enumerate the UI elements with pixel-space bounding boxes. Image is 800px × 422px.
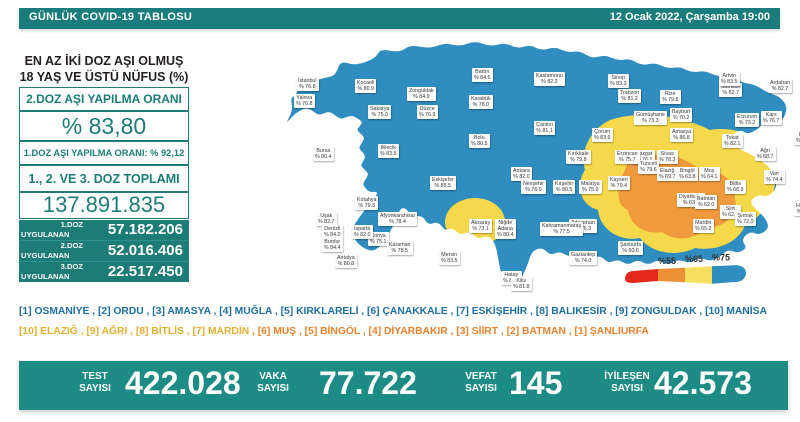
- svg-text:%75: %75: [712, 253, 730, 263]
- svg-text:%65: %65: [685, 254, 703, 264]
- svg-text:%55: %55: [658, 256, 676, 266]
